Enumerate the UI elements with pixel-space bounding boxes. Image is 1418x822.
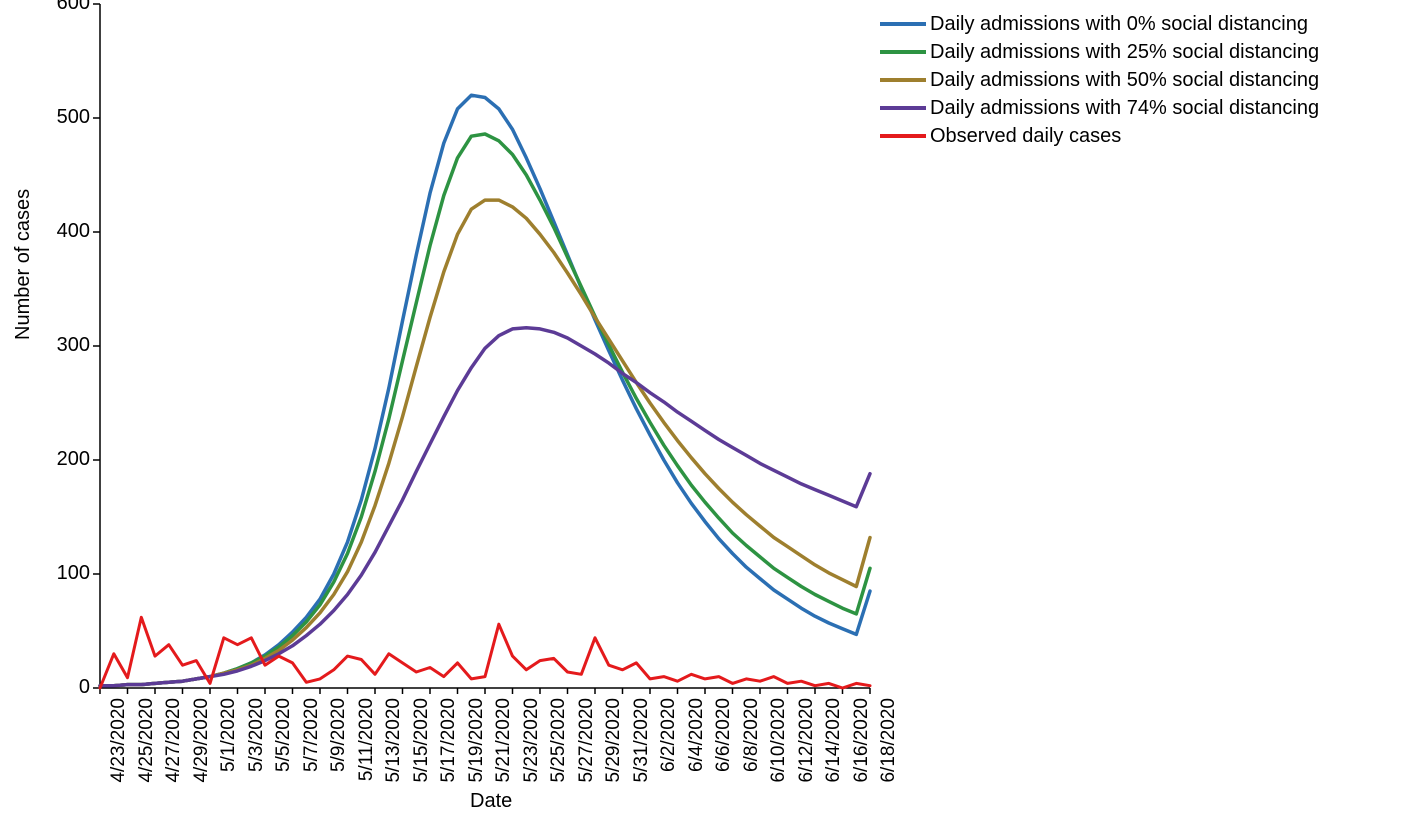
legend-label: Daily admissions with 0% social distanci… [930,13,1308,36]
y-tick-label: 400 [45,220,90,243]
x-tick-label: 6/8/2020 [741,698,763,794]
legend: Daily admissions with 0% social distanci… [880,10,1319,150]
series-sd25 [100,134,870,686]
x-tick-label: 5/9/2020 [328,698,350,794]
x-tick-label: 5/23/2020 [521,698,543,794]
legend-swatch [880,22,926,26]
legend-item-observed: Observed daily cases [880,122,1319,150]
y-tick-label: 0 [45,676,90,699]
x-tick-label: 5/13/2020 [383,698,405,794]
x-tick-label: 6/6/2020 [713,698,735,794]
x-tick-label: 5/5/2020 [273,698,295,794]
legend-item-sd0: Daily admissions with 0% social distanci… [880,10,1319,38]
x-tick-label: 6/4/2020 [686,698,708,794]
legend-swatch [880,50,926,54]
legend-item-sd25: Daily admissions with 25% social distanc… [880,38,1319,66]
y-axis-title: Number of cases [12,189,35,340]
y-tick-label: 300 [45,334,90,357]
chart-container: Number of cases Date Daily admissions wi… [0,0,1418,822]
y-tick-label: 600 [45,0,90,15]
series-sd74 [100,328,870,686]
legend-swatch [880,106,926,110]
x-tick-label: 6/14/2020 [823,698,845,794]
x-tick-label: 6/2/2020 [658,698,680,794]
x-tick-label: 5/17/2020 [438,698,460,794]
x-tick-label: 6/12/2020 [796,698,818,794]
legend-label: Observed daily cases [930,125,1121,148]
x-tick-label: 5/3/2020 [246,698,268,794]
x-tick-label: 5/19/2020 [466,698,488,794]
y-tick-label: 500 [45,106,90,129]
x-tick-label: 5/31/2020 [631,698,653,794]
x-tick-label: 4/25/2020 [136,698,158,794]
y-tick-label: 200 [45,448,90,471]
x-tick-label: 5/1/2020 [218,698,240,794]
x-tick-label: 5/27/2020 [576,698,598,794]
legend-label: Daily admissions with 25% social distanc… [930,41,1319,64]
x-tick-label: 5/11/2020 [356,698,378,794]
y-tick-label: 100 [45,562,90,585]
series-sd0 [100,95,870,686]
legend-swatch [880,134,926,138]
x-tick-label: 4/23/2020 [108,698,130,794]
x-tick-label: 5/25/2020 [548,698,570,794]
x-tick-label: 5/15/2020 [411,698,433,794]
x-tick-label: 5/21/2020 [493,698,515,794]
x-tick-label: 6/16/2020 [851,698,873,794]
x-tick-label: 4/29/2020 [191,698,213,794]
legend-swatch [880,78,926,82]
legend-item-sd74: Daily admissions with 74% social distanc… [880,94,1319,122]
legend-label: Daily admissions with 50% social distanc… [930,69,1319,92]
x-tick-label: 6/10/2020 [768,698,790,794]
legend-item-sd50: Daily admissions with 50% social distanc… [880,66,1319,94]
series-sd50 [100,200,870,686]
legend-label: Daily admissions with 74% social distanc… [930,97,1319,120]
x-tick-label: 5/29/2020 [603,698,625,794]
x-tick-label: 5/7/2020 [301,698,323,794]
x-tick-label: 6/18/2020 [878,698,900,794]
x-tick-label: 4/27/2020 [163,698,185,794]
